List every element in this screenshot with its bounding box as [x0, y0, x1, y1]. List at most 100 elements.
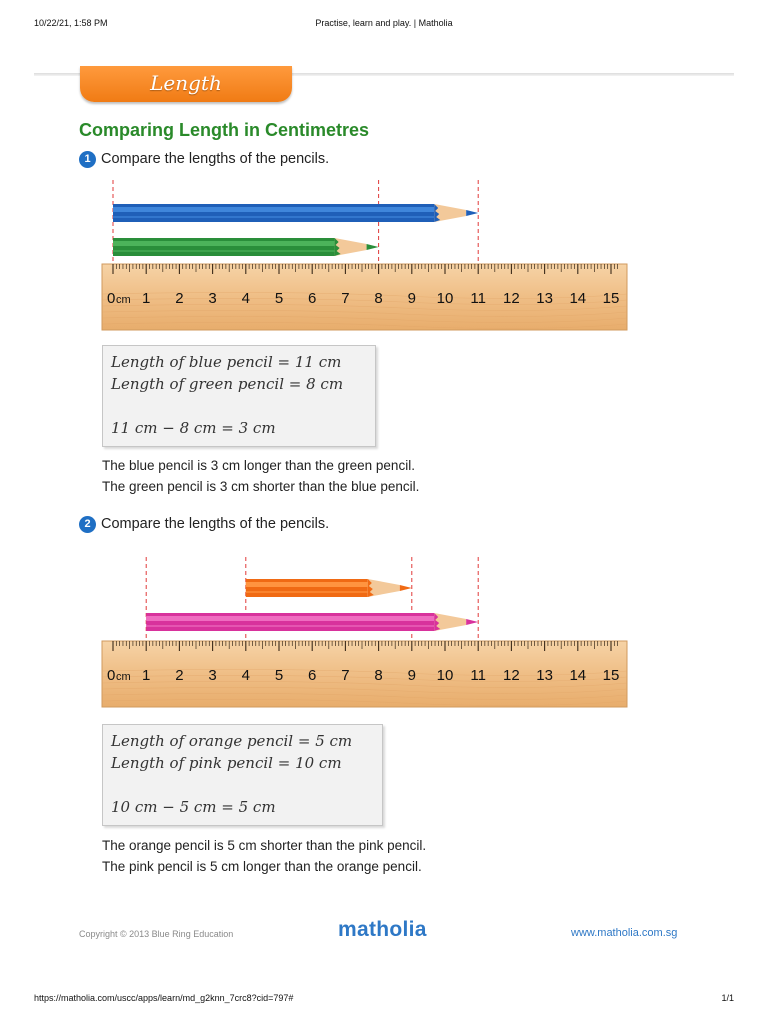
question-1-prompt: 1 Compare the lengths of the pencils.: [79, 151, 329, 168]
ruler-tick-label: 13: [536, 290, 553, 307]
ruler-tick-label: 1: [142, 667, 150, 684]
working-line: 10 cm − 5 cm = 5 cm: [111, 798, 276, 816]
ruler-tick-label: 14: [569, 667, 586, 684]
print-url[interactable]: https://matholia.com/uscc/apps/learn/md_…: [34, 993, 294, 1003]
ruler-tick-label: 7: [341, 667, 349, 684]
orange-pencil: [245, 579, 412, 597]
pencil-stripe: [113, 207, 435, 212]
question-text: Compare the lengths of the pencils.: [101, 516, 330, 532]
question-number-badge: 2: [79, 516, 96, 533]
pencil-body: [146, 613, 435, 631]
working-line: 11 cm − 8 cm = 3 cm: [111, 419, 276, 437]
answer-sentence: The orange pencil is 5 cm shorter than t…: [102, 838, 427, 853]
ruler-tick-label: 6: [308, 667, 316, 684]
print-page-number: 1/1: [721, 993, 734, 1003]
ruler-tick-label: 8: [374, 290, 382, 307]
wood-grain: [101, 669, 628, 676]
answer-sentence: The pink pencil is 5 cm longer than the …: [102, 859, 422, 874]
wood-grain: [101, 699, 628, 706]
wood-grain: [101, 693, 628, 700]
question-number-badge: 1: [79, 151, 96, 168]
ruler-tick-label: 11: [470, 667, 486, 684]
pencil-stripe: [113, 250, 335, 252]
answer-sentence: The blue pencil is 3 cm longer than the …: [102, 458, 415, 473]
website-link[interactable]: www.matholia.com.sg: [571, 927, 678, 939]
wood-grain: [101, 322, 628, 329]
question-1-figure: 0 cm 1 2 3 4 5 6 7 8 9 10 11 12 13 14 15: [0, 178, 768, 338]
ruler-tick-label: 10: [437, 290, 454, 307]
pencil-wood-tip: [367, 579, 400, 597]
ruler-tick-label: 8: [374, 667, 382, 684]
pencil-wood-tip: [334, 238, 367, 256]
pencil-stripe: [113, 241, 335, 246]
pencil-lead: [466, 210, 479, 216]
wood-grain: [101, 316, 628, 323]
answer-sentence: The green pencil is 3 cm shorter than th…: [102, 479, 420, 494]
working-line: Length of green pencil = 8 cm: [111, 375, 344, 393]
ruler: [101, 263, 628, 331]
ruler-tick-label: 2: [175, 290, 183, 307]
ruler-tick-label: 4: [242, 290, 250, 307]
print-datetime: 10/22/21, 1:58 PM: [34, 18, 108, 28]
blue-pencil: [113, 204, 479, 222]
working-line: Length of blue pencil = 11 cm: [111, 353, 342, 371]
ruler-tick-label: 12: [503, 667, 520, 684]
pencil-stripe: [245, 582, 368, 587]
ruler-tick-label: 0: [107, 667, 115, 684]
pencil-scallop: [434, 613, 441, 631]
ruler-tick-label: 1: [142, 290, 150, 307]
pencil-lead: [399, 585, 412, 591]
pencil-stripe: [245, 591, 368, 593]
ruler-tick-label: 2: [175, 667, 183, 684]
pencil-stripe: [113, 216, 435, 218]
question-text: Compare the lengths of the pencils.: [101, 151, 330, 167]
topic-banner: Length: [80, 66, 292, 102]
ruler: [101, 640, 628, 708]
pencil-scallop: [367, 579, 374, 597]
pencil-lead: [466, 619, 479, 625]
wood-grain: [101, 687, 628, 694]
ruler-tick-label: 5: [275, 290, 283, 307]
ruler-tick-label: 15: [603, 290, 620, 307]
pencil-wood-tip: [434, 204, 467, 222]
ruler-unit-label: cm: [116, 671, 131, 683]
ruler-unit-label: cm: [116, 294, 131, 306]
ruler-tick-label: 13: [536, 667, 553, 684]
working-line: Length of pink pencil = 10 cm: [111, 754, 342, 772]
ruler-tick-label: 11: [470, 290, 486, 307]
page-title: Comparing Length in Centimetres: [79, 120, 370, 140]
wood-grain: [101, 298, 628, 305]
question-2-working-box: Length of orange pencil = 5 cm Length of…: [102, 724, 383, 826]
ruler-tick-label: 4: [242, 667, 250, 684]
ruler-tick-label: 15: [603, 667, 620, 684]
ruler-tick-label: 9: [408, 290, 416, 307]
ruler-tick-label: 10: [437, 667, 454, 684]
ruler-tick-label: 9: [408, 667, 416, 684]
pencil-stripe: [146, 625, 435, 627]
question-2-figure: 0 cm 1 2 3 4 5 6 7 8 9 10 11 12 13 14 15: [0, 555, 768, 715]
pencil-scallop: [434, 204, 441, 222]
working-line: Length of orange pencil = 5 cm: [111, 732, 353, 750]
pencil-body: [245, 579, 368, 597]
banner-label: Length: [150, 71, 222, 95]
pencil-scallop: [334, 238, 341, 256]
print-header: 10/22/21, 1:58 PM Practise, learn and pl…: [0, 18, 768, 32]
pencils-ruler-diagram: 0 cm 1 2 3 4 5 6 7 8 9 10 11 12 13 14 15: [101, 180, 628, 331]
green-pencil: [113, 238, 379, 256]
ruler-tick-label: 12: [503, 290, 520, 307]
wood-grain: [101, 675, 628, 682]
wood-grain: [101, 304, 628, 311]
ruler-tick-label: 7: [341, 290, 349, 307]
pencil-body: [113, 204, 435, 222]
pencils-ruler-diagram: 0 cm 1 2 3 4 5 6 7 8 9 10 11 12 13 14 15: [101, 557, 628, 708]
question-1-working-box: Length of blue pencil = 11 cm Length of …: [102, 345, 376, 447]
ruler-tick-label: 3: [208, 290, 216, 307]
ruler-tick-label: 3: [208, 667, 216, 684]
pencil-stripe: [146, 616, 435, 621]
copyright-text: Copyright © 2013 Blue Ring Education: [79, 929, 234, 939]
ruler-tick-label: 6: [308, 290, 316, 307]
print-page-title: Practise, learn and play. | Matholia: [315, 18, 453, 28]
pink-pencil: [146, 613, 479, 631]
question-2-prompt: 2 Compare the lengths of the pencils.: [79, 516, 329, 533]
wood-grain: [101, 681, 628, 688]
